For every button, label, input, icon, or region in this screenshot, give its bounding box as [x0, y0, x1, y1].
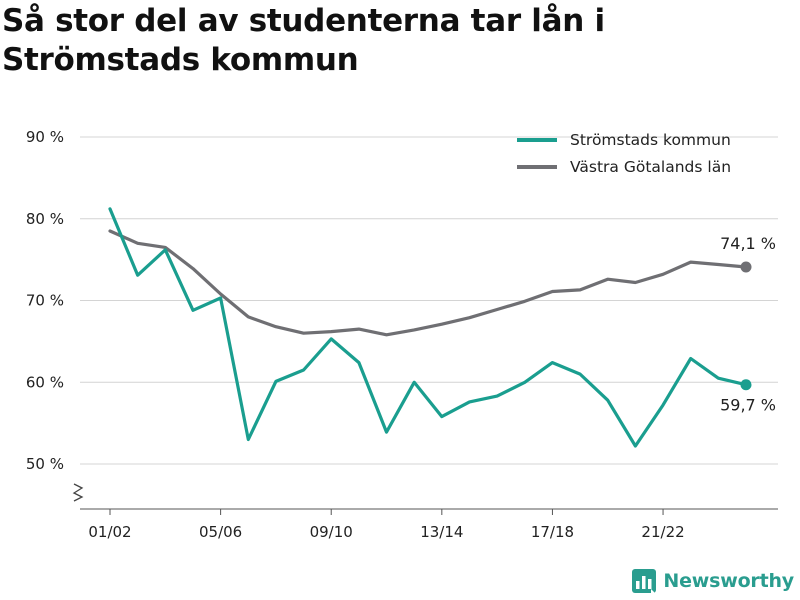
brand-name: Newsworthy: [663, 570, 794, 592]
axis-break-icon: [72, 483, 84, 502]
series-line: [108, 229, 748, 337]
y-tick-label: 50 %: [26, 455, 64, 473]
gridlines: [80, 136, 778, 465]
legend: Strömstads kommun Västra Götalands län: [517, 131, 731, 176]
y-tick-label: 60 %: [26, 373, 64, 391]
series-end-point: [740, 261, 752, 273]
legend-entry: Västra Götalands län: [570, 158, 731, 176]
legend-entry: Strömstads kommun: [570, 131, 731, 149]
x-tick-label: 09/10: [310, 523, 353, 541]
brand-logo: Newsworthy: [631, 568, 794, 594]
x-tick-label: 05/06: [199, 523, 242, 541]
series-line: [108, 207, 748, 448]
x-tick-label: 17/18: [531, 523, 574, 541]
end-label: 74,1 %: [720, 234, 776, 253]
end-label: 59,7 %: [720, 396, 776, 415]
end-labels: 74,1 % 59,7 %: [720, 234, 776, 415]
chart-title: Så stor del av studenterna tar lån i Str…: [2, 3, 605, 78]
y-tick-label: 70 %: [26, 292, 64, 310]
x-tick-label: 01/02: [88, 523, 131, 541]
series-end-point: [740, 379, 752, 391]
series-lines: [108, 207, 752, 448]
y-tick-label: 90 %: [26, 128, 64, 146]
y-tick-label: 80 %: [26, 210, 64, 228]
newsworthy-logo-icon: [632, 569, 657, 593]
x-tick-label: 21/22: [641, 523, 684, 541]
axes: 50 % 60 % 70 % 80 % 90 % 01/02 05/06 09/10 13/14…: [26, 128, 778, 541]
x-tick-label: 13/14: [420, 523, 463, 541]
